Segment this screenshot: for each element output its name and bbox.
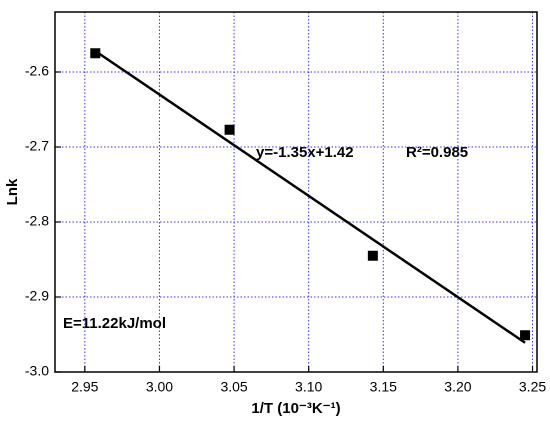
y-tick-label: -2.9 <box>25 288 49 304</box>
plot-frame <box>54 11 538 373</box>
x-tick-label: 3.20 <box>444 379 471 395</box>
data-point <box>224 124 235 135</box>
data-point <box>520 330 531 341</box>
fit-equation: y=-1.35x+1.42 <box>256 144 354 161</box>
x-tick-label: 3.25 <box>519 379 546 395</box>
y-tick-label: -3.0 <box>25 363 49 379</box>
y-tick-label: -2.7 <box>25 138 49 154</box>
x-tick-label: 2.95 <box>71 379 98 395</box>
x-tick-label: 3.10 <box>295 379 322 395</box>
r-squared: R²=0.985 <box>406 144 468 161</box>
x-axis-label: 1/T (10⁻³K⁻¹) <box>251 400 340 417</box>
y-tick-label: -2.8 <box>25 213 49 229</box>
activation-energy: E=11.22kJ/mol <box>63 315 166 332</box>
x-tick-label: 3.15 <box>370 379 397 395</box>
data-point <box>367 250 378 261</box>
data-point <box>90 48 101 59</box>
fit-line <box>94 49 526 344</box>
x-tick-label: 3.05 <box>220 379 247 395</box>
y-axis-label: Lnk <box>4 178 21 205</box>
y-tick-label: -2.6 <box>25 63 49 79</box>
x-tick-label: 3.00 <box>146 379 173 395</box>
